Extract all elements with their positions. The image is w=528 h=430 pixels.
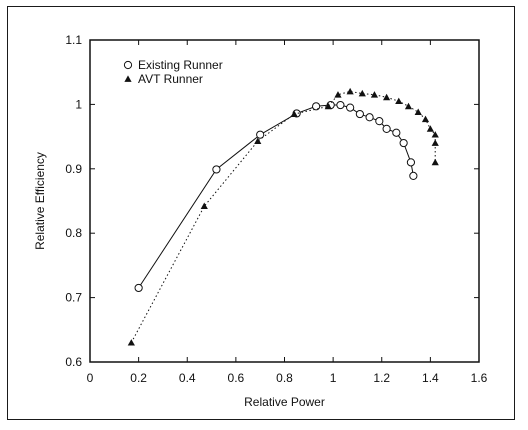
- data-point-avt-runner: [426, 125, 434, 132]
- x-tick-label: 0.2: [130, 371, 147, 385]
- data-point-existing-runner: [355, 109, 364, 119]
- x-tick-label: 0.4: [179, 371, 196, 385]
- y-tick-label: 1: [75, 97, 82, 111]
- data-point-avt-runner: [358, 89, 366, 97]
- data-point-existing-runner: [256, 130, 265, 139]
- data-point-avt-runner: [254, 137, 262, 144]
- data-point-existing-runner: [382, 124, 391, 133]
- data-point-avt-runner: [395, 97, 403, 105]
- y-tick-label: 0.7: [65, 291, 82, 305]
- data-point-existing-runner: [346, 103, 355, 112]
- plot-border: [89, 39, 480, 363]
- data-point-avt-runner: [431, 131, 439, 138]
- data-point-avt-runner: [404, 102, 413, 110]
- data-point-avt-runner: [414, 108, 422, 116]
- legend: Existing Runner AVT Runner: [123, 58, 223, 86]
- series-layer: [127, 87, 439, 346]
- data-point-existing-runner: [409, 171, 418, 180]
- x-tick-label: 1.4: [422, 371, 439, 385]
- data-point-existing-runner: [312, 102, 321, 111]
- data-point-avt-runner: [200, 202, 208, 210]
- x-tick-label: 1.6: [471, 371, 488, 385]
- y-tick-label: 0.8: [65, 226, 82, 240]
- data-point-avt-runner: [290, 110, 298, 117]
- data-point-avt-runner: [370, 91, 379, 98]
- data-point-existing-runner: [134, 283, 143, 293]
- data-point-avt-runner: [383, 93, 391, 101]
- x-tick-label: 0.6: [228, 371, 245, 385]
- y-tick-label: 1.1: [65, 33, 82, 47]
- plot-area: 0 0.2 0.4 0.6 0.8 1 1.2 1.4 1.6 0.6 0.7 0.8 0.9 1 1.1: [65, 33, 487, 385]
- series-line-existing-runner: [138, 104, 414, 289]
- legend-label-avt-runner: AVT Runner: [138, 72, 203, 86]
- y-tick-label: 0.6: [65, 355, 82, 369]
- data-point-existing-runner: [365, 113, 374, 122]
- data-point-avt-runner: [127, 339, 135, 346]
- x-tick-label: 0.8: [276, 371, 293, 385]
- data-point-existing-runner: [336, 100, 345, 110]
- data-point-avt-runner: [421, 115, 430, 123]
- legend-label-existing-runner: Existing Runner: [138, 58, 223, 72]
- x-tick-label: 1: [330, 371, 337, 385]
- x-tick-label: 1.2: [373, 371, 390, 385]
- data-point-existing-runner: [399, 138, 408, 148]
- data-point-existing-runner: [212, 165, 221, 174]
- data-point-avt-runner: [334, 91, 342, 98]
- data-point-avt-runner: [431, 158, 439, 166]
- data-point-existing-runner: [375, 117, 384, 126]
- y-tick-label: 0.9: [65, 162, 82, 176]
- data-point-existing-runner: [392, 128, 401, 137]
- data-point-avt-runner: [346, 87, 354, 95]
- legend-marker-existing-runner: [123, 60, 133, 70]
- data-point-avt-runner: [431, 139, 439, 146]
- chart-frame: [7, 6, 515, 420]
- x-axis-label: Relative Power: [244, 395, 325, 409]
- data-point-avt-runner: [324, 102, 332, 110]
- data-point-existing-runner: [406, 158, 416, 167]
- x-tick-label: 0: [87, 371, 94, 385]
- legend-marker-avt-runner: [124, 75, 132, 82]
- y-axis-label: Relative Efficiency: [33, 152, 47, 250]
